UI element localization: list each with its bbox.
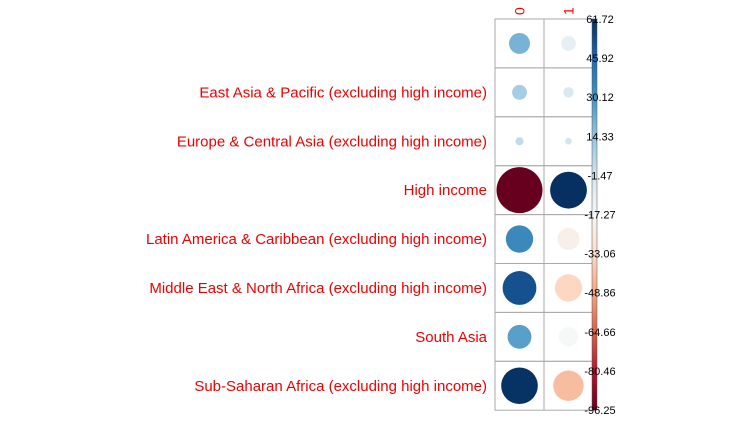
grid (494, 18, 594, 411)
color-scale: 61.72 45.92 30.12 14.33 -1.47 -17.27 -33.06 -48… (584, 14, 615, 417)
correlation-circle (563, 87, 574, 98)
circles (496, 32, 587, 405)
color-scale-label: -17.27 (584, 210, 615, 222)
color-scale-label: -48.86 (584, 288, 615, 300)
row-label: Europe & Central Asia (excluding high in… (177, 133, 487, 150)
row-label: Sub-Saharan Africa (excluding high incom… (194, 378, 487, 395)
correlation-circle (557, 228, 580, 251)
correlation-circle (512, 84, 527, 100)
color-scale-label: -64.66 (584, 327, 615, 339)
row-label: Latin America & Caribbean (excluding hig… (146, 231, 487, 248)
row-label: Middle East & North Africa (excluding hi… (149, 280, 487, 297)
color-scale-label: -1.47 (587, 170, 612, 182)
correlation-circle (550, 171, 587, 209)
row-label: High income (404, 182, 487, 199)
color-scale-label: 14.33 (586, 131, 614, 143)
color-scale-label: 30.12 (586, 92, 614, 104)
correlation-circle (509, 32, 530, 54)
correlation-circle (553, 370, 584, 401)
correlation-circle (515, 137, 524, 146)
correlation-circle (561, 36, 576, 51)
column-label: 0 (512, 7, 528, 15)
correlation-circle (502, 271, 537, 305)
correlation-circle (505, 225, 534, 253)
correlation-circle (558, 327, 579, 347)
column-label: 1 (561, 7, 577, 15)
correlation-circle (496, 167, 543, 214)
color-scale-label: -80.46 (584, 366, 615, 378)
color-scale-label: -33.06 (584, 249, 615, 261)
color-scale-label: -96.25 (584, 405, 615, 417)
row-labels: East Asia & Pacific (excluding high inco… (146, 84, 488, 394)
row-label: East Asia & Pacific (excluding high inco… (199, 84, 487, 101)
correlation-circle (501, 367, 538, 405)
color-scale-label: 45.92 (586, 53, 614, 65)
correlation-circle (507, 324, 532, 349)
correlation-circle (554, 274, 583, 302)
correlation-circle (565, 137, 572, 145)
color-scale-label: 61.72 (586, 14, 614, 26)
row-label: South Asia (415, 329, 487, 346)
color-scale-bar (591, 18, 598, 411)
